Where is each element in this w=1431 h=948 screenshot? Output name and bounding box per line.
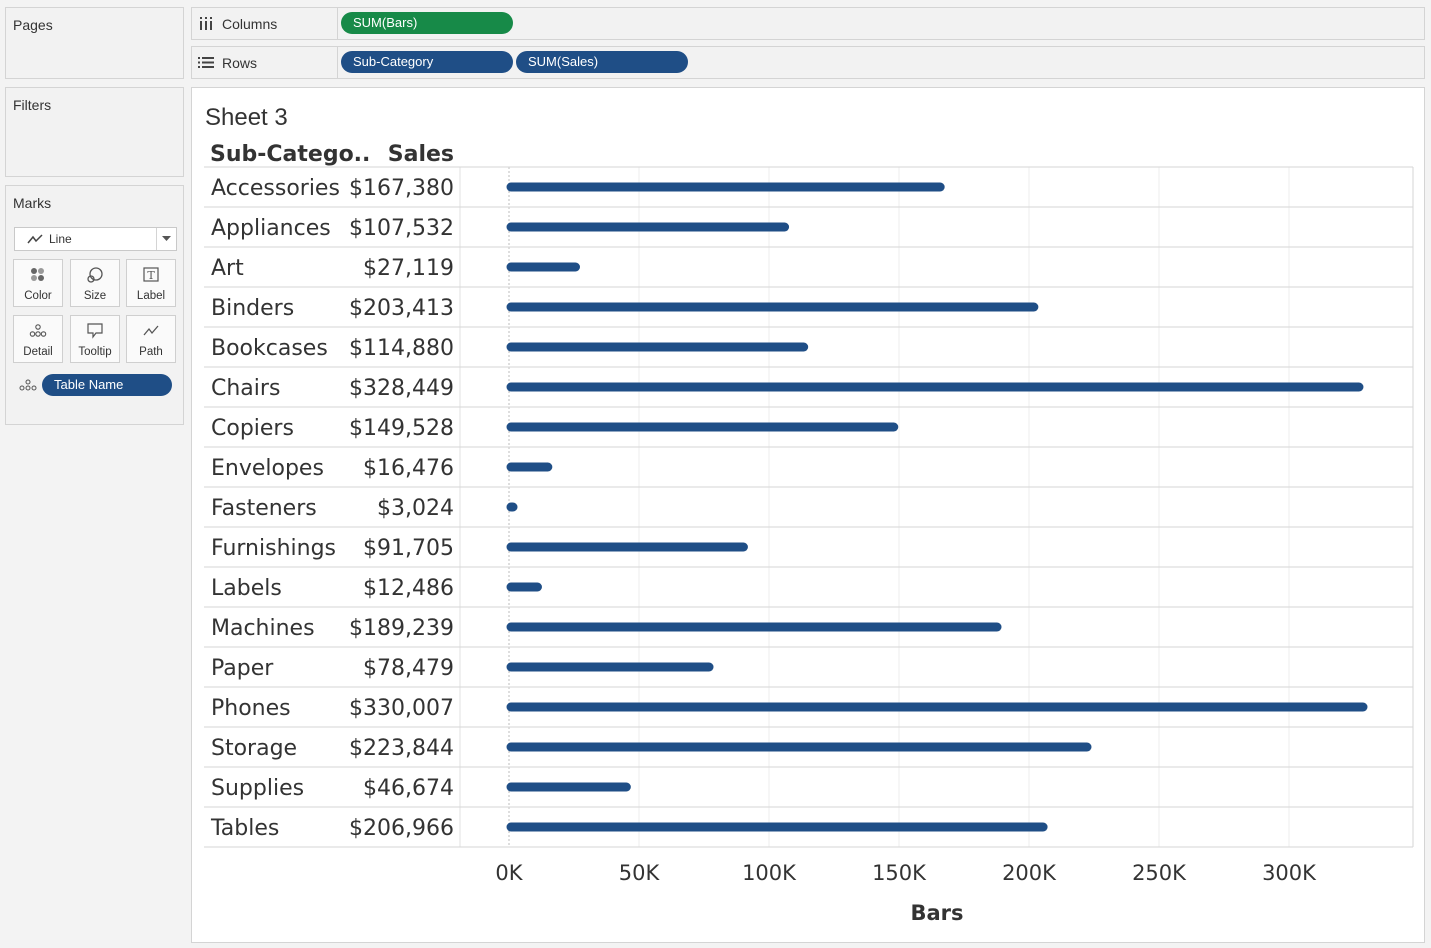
shelf-divider bbox=[337, 8, 338, 39]
sales-label: $12,486 bbox=[363, 576, 454, 601]
header-sub-category[interactable]: Sub-Catego.. bbox=[210, 142, 370, 167]
tooltip-icon bbox=[87, 323, 103, 339]
detail-label: Detail bbox=[23, 346, 53, 358]
x-tick-label: 50K bbox=[619, 861, 661, 885]
rows-shelf[interactable]: Rows Sub-Category SUM(Sales) bbox=[191, 46, 1425, 79]
sales-label: $91,705 bbox=[363, 536, 454, 561]
sales-label: $189,239 bbox=[349, 616, 454, 641]
sum-bars-pill[interactable]: SUM(Bars) bbox=[341, 12, 513, 34]
sales-label: $114,880 bbox=[349, 336, 454, 361]
path-icon bbox=[143, 325, 159, 336]
rows-icon bbox=[198, 57, 214, 68]
sum-sales-pill[interactable]: SUM(Sales) bbox=[516, 51, 688, 73]
category-label[interactable]: Art bbox=[211, 256, 244, 281]
sales-label: $330,007 bbox=[349, 696, 454, 721]
category-label[interactable]: Tables bbox=[210, 816, 279, 841]
detail-dots-icon bbox=[29, 324, 47, 337]
filters-shelf[interactable]: Filters bbox=[5, 87, 184, 177]
sales-label: $78,479 bbox=[363, 656, 454, 681]
text-label-icon: T bbox=[143, 267, 159, 282]
color-label: Color bbox=[24, 290, 52, 302]
sales-label: $3,024 bbox=[377, 496, 454, 521]
category-label[interactable]: Copiers bbox=[211, 416, 294, 441]
color-dots-icon bbox=[31, 268, 44, 281]
columns-shelf-label: Columns bbox=[198, 8, 277, 39]
category-label[interactable]: Appliances bbox=[211, 216, 331, 241]
detail-field-row: Table Name bbox=[18, 374, 178, 396]
sales-label: $149,528 bbox=[349, 416, 454, 441]
size-button[interactable]: Size bbox=[70, 259, 120, 307]
sales-label: $206,966 bbox=[349, 816, 454, 841]
line-chart-icon bbox=[27, 234, 43, 244]
sales-label: $27,119 bbox=[363, 256, 454, 281]
bar-chart: Sub-Catego.. Sales Accessories $167,380 Ap… bbox=[204, 142, 1414, 925]
category-label[interactable]: Labels bbox=[211, 576, 282, 601]
rows-label: Rows bbox=[222, 54, 258, 71]
pages-shelf[interactable]: Pages bbox=[5, 7, 184, 79]
sheet-title: Sheet 3 bbox=[205, 104, 288, 131]
table-name-pill[interactable]: Table Name bbox=[42, 374, 172, 396]
path-label: Path bbox=[139, 346, 163, 358]
category-label[interactable]: Chairs bbox=[211, 376, 280, 401]
mark-type-dropdown[interactable]: Line bbox=[14, 227, 177, 251]
svg-text:T: T bbox=[147, 269, 155, 282]
category-label[interactable]: Supplies bbox=[211, 776, 304, 801]
columns-label: Columns bbox=[222, 15, 278, 32]
label-label: Label bbox=[136, 290, 166, 302]
tooltip-label: Tooltip bbox=[78, 346, 112, 358]
sales-label: $167,380 bbox=[349, 176, 454, 201]
category-label[interactable]: Paper bbox=[211, 656, 274, 681]
worksheet-view: Sheet 3 Sub-Catego.. Sales Accessories $1… bbox=[191, 87, 1425, 943]
rows-shelf-label: Rows bbox=[198, 47, 257, 78]
columns-icon bbox=[200, 17, 212, 30]
marks-card: Marks Line Color Size T Label bbox=[5, 185, 184, 425]
x-tick-label: 300K bbox=[1262, 861, 1317, 885]
detail-dots-icon bbox=[19, 379, 37, 391]
sales-label: $328,449 bbox=[349, 376, 454, 401]
mark-type-label: Line bbox=[49, 232, 72, 246]
size-icon bbox=[87, 267, 103, 283]
category-label[interactable]: Bookcases bbox=[211, 336, 328, 361]
marks-title: Marks bbox=[13, 195, 52, 211]
shelf-divider bbox=[337, 47, 338, 78]
label-button[interactable]: T Label bbox=[126, 259, 176, 307]
sales-label: $107,532 bbox=[349, 216, 454, 241]
pages-title: Pages bbox=[13, 17, 53, 33]
category-label[interactable]: Envelopes bbox=[211, 456, 324, 481]
sub-category-pill[interactable]: Sub-Category bbox=[341, 51, 513, 73]
sales-label: $16,476 bbox=[363, 456, 454, 481]
size-label: Size bbox=[83, 290, 107, 302]
category-label[interactable]: Storage bbox=[211, 736, 297, 761]
header-sales[interactable]: Sales bbox=[388, 142, 454, 167]
category-label[interactable]: Binders bbox=[211, 296, 294, 321]
path-button[interactable]: Path bbox=[126, 315, 176, 363]
columns-shelf[interactable]: Columns SUM(Bars) bbox=[191, 7, 1425, 40]
category-label[interactable]: Machines bbox=[211, 616, 315, 641]
x-tick-label: 200K bbox=[1002, 861, 1057, 885]
x-tick-label: 150K bbox=[872, 861, 927, 885]
x-tick-label: 0K bbox=[495, 861, 523, 885]
x-axis-title[interactable]: Bars bbox=[910, 901, 963, 925]
tooltip-button[interactable]: Tooltip bbox=[70, 315, 120, 363]
sales-label: $46,674 bbox=[363, 776, 454, 801]
category-label[interactable]: Phones bbox=[211, 696, 291, 721]
sales-label: $203,413 bbox=[349, 296, 454, 321]
filters-title: Filters bbox=[13, 97, 52, 113]
color-button[interactable]: Color bbox=[13, 259, 63, 307]
sales-label: $223,844 bbox=[349, 736, 454, 761]
category-label[interactable]: Furnishings bbox=[211, 536, 336, 561]
chevron-down-icon[interactable] bbox=[156, 228, 176, 250]
category-label[interactable]: Fasteners bbox=[211, 496, 317, 521]
detail-button[interactable]: Detail bbox=[13, 315, 63, 363]
x-tick-label: 250K bbox=[1132, 861, 1187, 885]
category-label[interactable]: Accessories bbox=[211, 176, 340, 201]
x-tick-label: 100K bbox=[742, 861, 797, 885]
